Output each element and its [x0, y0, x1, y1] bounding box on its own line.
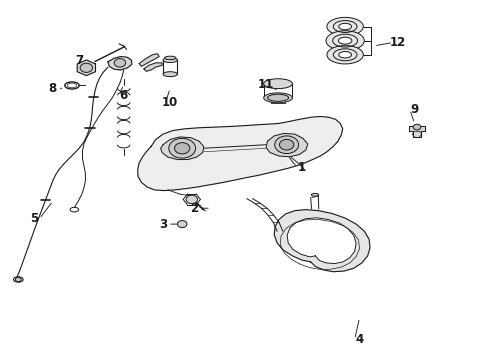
Circle shape: [279, 139, 293, 150]
Text: 5: 5: [30, 212, 39, 225]
Polygon shape: [265, 134, 307, 157]
Ellipse shape: [163, 58, 177, 63]
Ellipse shape: [164, 56, 176, 60]
Ellipse shape: [263, 79, 292, 89]
Circle shape: [168, 138, 195, 158]
Circle shape: [174, 143, 189, 154]
Polygon shape: [139, 54, 159, 66]
Polygon shape: [408, 126, 424, 136]
Ellipse shape: [311, 193, 318, 196]
Circle shape: [274, 136, 298, 153]
Ellipse shape: [338, 37, 351, 44]
Circle shape: [80, 63, 92, 72]
Ellipse shape: [326, 46, 363, 64]
Polygon shape: [274, 210, 369, 272]
Circle shape: [177, 221, 186, 228]
Circle shape: [16, 277, 21, 282]
Ellipse shape: [325, 31, 364, 50]
Ellipse shape: [326, 17, 363, 36]
Circle shape: [185, 195, 197, 204]
Polygon shape: [286, 218, 355, 264]
Ellipse shape: [338, 51, 351, 58]
Polygon shape: [143, 63, 162, 71]
Text: 4: 4: [355, 333, 363, 346]
Text: 11: 11: [257, 78, 274, 91]
Polygon shape: [160, 137, 203, 159]
Polygon shape: [137, 117, 342, 190]
Text: 2: 2: [190, 202, 198, 215]
Ellipse shape: [338, 23, 351, 30]
Text: 9: 9: [409, 103, 418, 116]
Text: 1: 1: [297, 161, 305, 174]
Text: 8: 8: [49, 82, 57, 95]
Text: 6: 6: [120, 89, 127, 102]
Polygon shape: [77, 60, 95, 76]
Circle shape: [412, 124, 420, 130]
Ellipse shape: [263, 93, 292, 103]
Text: 7: 7: [75, 54, 83, 67]
Ellipse shape: [267, 94, 288, 101]
Circle shape: [114, 59, 125, 67]
Text: 10: 10: [162, 96, 178, 109]
Polygon shape: [108, 57, 132, 70]
Ellipse shape: [163, 72, 177, 77]
Text: 12: 12: [389, 36, 405, 49]
Text: 3: 3: [159, 217, 167, 231]
